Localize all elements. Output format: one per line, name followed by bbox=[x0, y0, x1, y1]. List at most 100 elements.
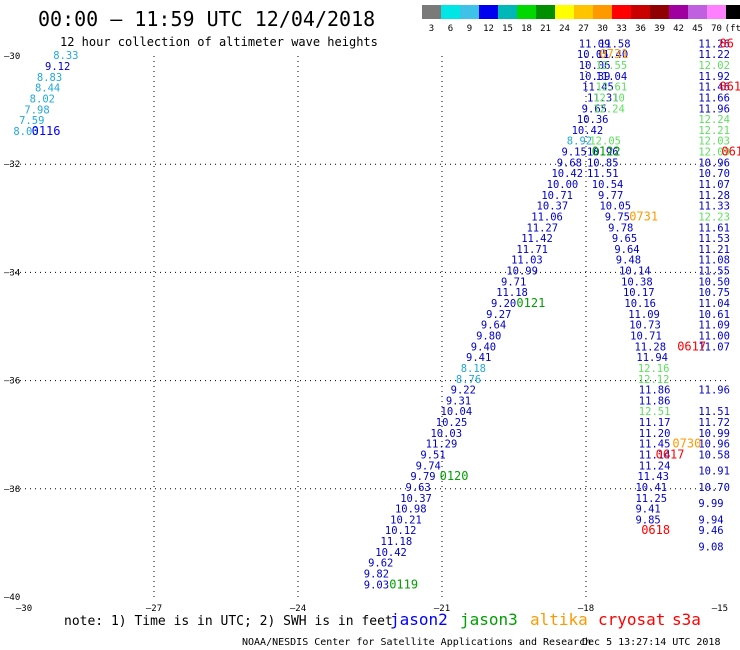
color-scale-swatch bbox=[536, 5, 555, 19]
color-scale-label: 12 bbox=[483, 24, 494, 34]
color-scale-label: 3 bbox=[429, 24, 434, 34]
y-tick-label: –34 bbox=[4, 268, 20, 278]
wave-height-point: 9.48 bbox=[616, 255, 641, 267]
wave-height-point: 10.37 bbox=[400, 493, 432, 505]
y-tick-label: –40 bbox=[4, 593, 20, 603]
wave-height-point: 9.94 bbox=[698, 514, 723, 526]
pass-time-label: 06 bbox=[719, 36, 733, 50]
color-scale-label: 30 bbox=[597, 24, 608, 34]
wave-height-point: 12.24 bbox=[698, 114, 730, 126]
wave-height-point: 11.17 bbox=[639, 417, 671, 429]
wave-height-point: 11.22 bbox=[698, 49, 730, 61]
wave-height-point: 11.40 bbox=[597, 49, 629, 61]
wave-height-point: 11.09 bbox=[579, 38, 611, 50]
pass-time-label: 0731 bbox=[629, 209, 658, 223]
wave-height-point: 9.75 bbox=[605, 211, 630, 223]
wave-height-point: 12.55 bbox=[596, 60, 628, 72]
wave-height-point: 12.61 bbox=[596, 82, 628, 94]
wave-height-point: 8.18 bbox=[461, 363, 486, 375]
wave-height-point: 12.03 bbox=[698, 136, 730, 148]
wave-height-point: 8.83 bbox=[37, 72, 62, 84]
wave-height-point: 10.04 bbox=[441, 406, 473, 418]
time-labels: 0116011901200121012207310731073006170618… bbox=[32, 36, 740, 591]
wave-height-point: 10.99 bbox=[698, 428, 730, 440]
wave-height-point: 11.25 bbox=[635, 493, 667, 505]
wave-height-point: 10.36 bbox=[577, 114, 609, 126]
color-scale-label: 9 bbox=[467, 24, 472, 34]
x-tick-label: –18 bbox=[578, 604, 594, 614]
wave-height-point: 10.42 bbox=[375, 547, 407, 559]
wave-height-point: 9.20 bbox=[491, 298, 516, 310]
x-tick-label: –30 bbox=[16, 604, 32, 614]
wave-height-point: 8.44 bbox=[35, 83, 60, 95]
color-scale-swatch bbox=[574, 5, 593, 19]
color-scale-swatch bbox=[479, 5, 498, 19]
color-scale-swatch bbox=[669, 5, 688, 19]
wave-height-point: 11.24 bbox=[639, 460, 671, 472]
wave-height-point: 12.51 bbox=[639, 406, 671, 418]
color-scale-label: 33 bbox=[616, 24, 627, 34]
wave-height-point: 10.96 bbox=[698, 157, 730, 169]
color-scale-swatch bbox=[650, 5, 669, 19]
wave-height-point: 11.21 bbox=[698, 244, 730, 256]
wave-height-point: 10.41 bbox=[635, 482, 667, 494]
x-tick-label: –21 bbox=[434, 604, 450, 614]
color-scale-label: 39 bbox=[654, 24, 665, 34]
wave-height-point: 10.14 bbox=[619, 266, 651, 278]
color-scale-label: 15 bbox=[502, 24, 513, 34]
pass-time-label: 0617 bbox=[656, 448, 685, 462]
data-points: 8.339.128.838.448.027.987.598.03 9.039.82… bbox=[13, 38, 730, 591]
wave-height-point: 10.85 bbox=[587, 157, 619, 169]
wave-height-point: 9.15 bbox=[562, 147, 587, 159]
wave-height-point: 9.22 bbox=[451, 385, 476, 397]
wave-height-point: 11.07 bbox=[698, 179, 730, 191]
wave-height-point: 9.08 bbox=[698, 541, 723, 553]
wave-height-point: 9.79 bbox=[410, 471, 435, 483]
satellite-legend: jason2 jason3 altika cryosat s3a bbox=[390, 610, 701, 629]
color-scale-swatch bbox=[707, 5, 726, 19]
wave-height-point: 12.23 bbox=[698, 211, 730, 223]
wave-height-point: 12.24 bbox=[593, 103, 625, 115]
wave-height-point: 11.86 bbox=[639, 385, 671, 397]
footer-timestamp: Dec 5 13:27:14 UTC 2018 bbox=[582, 637, 720, 648]
wave-height-point: 11.86 bbox=[639, 395, 671, 407]
wave-height-point: 11.08 bbox=[698, 255, 730, 267]
wave-height-point: 9.85 bbox=[635, 514, 660, 526]
wave-height-point: 12.10 bbox=[593, 92, 625, 104]
wave-height-point: 11.26 bbox=[698, 38, 730, 50]
color-scale-label: 42 bbox=[673, 24, 684, 34]
wave-height-point: 11.61 bbox=[698, 222, 730, 234]
wave-height-point: 9.31 bbox=[446, 395, 471, 407]
wave-height-point: 11.18 bbox=[381, 536, 413, 548]
wave-height-point: 10.16 bbox=[624, 298, 656, 310]
wave-height-point: 9.77 bbox=[598, 190, 623, 202]
wave-height-point: 10.50 bbox=[698, 276, 730, 288]
pass-time-label: 0119 bbox=[389, 577, 418, 591]
wave-height-point: 11.31 bbox=[587, 92, 619, 104]
color-scale-label: 6 bbox=[448, 24, 453, 34]
pass-time-label: 0731 bbox=[599, 47, 628, 61]
wave-height-point: 9.65 bbox=[612, 233, 637, 245]
wave-height-point: 9.03 bbox=[364, 579, 389, 591]
wave-height-point: 9.82 bbox=[364, 569, 389, 581]
wave-height-point: 11.66 bbox=[698, 92, 730, 104]
y-tick-label: –36 bbox=[4, 377, 20, 387]
color-scale-swatch bbox=[517, 5, 536, 19]
wave-height-point: 9.62 bbox=[368, 558, 393, 570]
wave-height-point: 10.00 bbox=[547, 179, 579, 191]
axis-ticks: –30 –27 –24 –21 –18 –15 –30 –32 –34 –36 –38 –40 bbox=[4, 52, 728, 614]
wave-height-point: 10.75 bbox=[698, 287, 730, 299]
legend-entry-cryosat: cryosat bbox=[598, 610, 665, 629]
legend-entry-s3a: s3a bbox=[672, 610, 701, 629]
legend-entry-jason2: jason2 bbox=[390, 610, 448, 629]
color-scale-swatch bbox=[688, 5, 707, 19]
wave-height-point: 9.40 bbox=[471, 341, 496, 353]
wave-height-point: 11.14 bbox=[639, 450, 671, 462]
wave-height-point: 10.12 bbox=[385, 525, 417, 537]
footer-credit: NOAA/NESDIS Center for Satellite Applica… bbox=[242, 637, 591, 648]
color-scale-swatch bbox=[441, 5, 460, 19]
wave-height-point: 10.70 bbox=[698, 168, 730, 180]
wave-height-point: 10.06 bbox=[579, 60, 611, 72]
wave-height-point: 10.98 bbox=[395, 504, 427, 516]
